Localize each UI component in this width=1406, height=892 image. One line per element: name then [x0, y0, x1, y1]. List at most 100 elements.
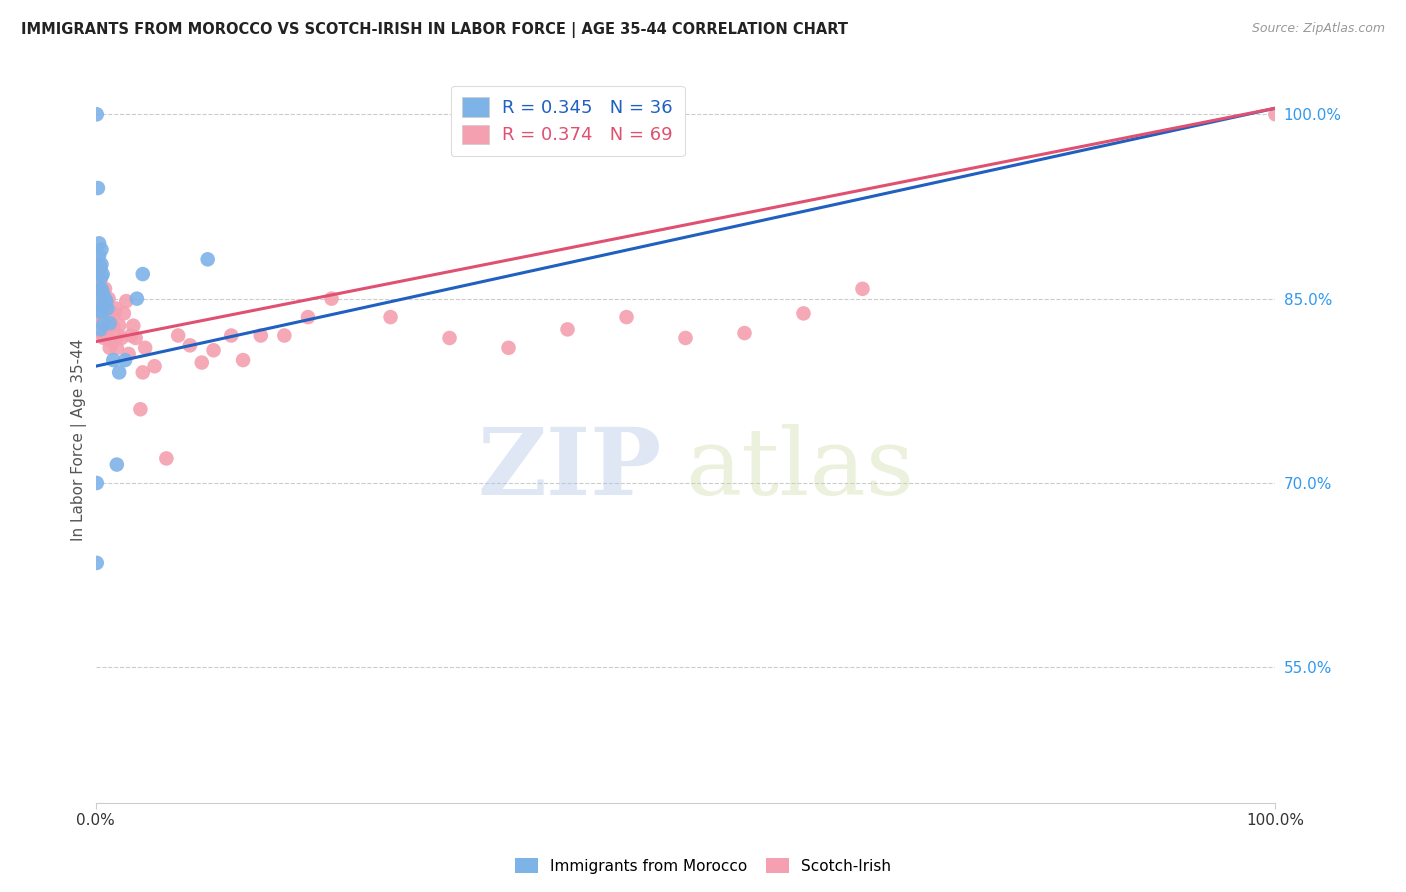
Point: [191, 355, 214, 369]
Point: [115, 294, 138, 309]
Point: [93, 301, 115, 316]
Point: [86, 292, 108, 306]
Point: [122, 318, 145, 333]
Point: [90, 298, 112, 312]
Legend: Immigrants from Morocco, Scotch-Irish: Immigrants from Morocco, Scotch-Irish: [509, 852, 897, 880]
Point: [93, 298, 115, 312]
Point: [1264, 107, 1286, 121]
Point: [219, 328, 242, 343]
Point: [108, 365, 131, 379]
Point: [93, 331, 115, 345]
Point: [202, 343, 225, 358]
Text: IMMIGRANTS FROM MOROCCO VS SCOTCH-IRISH IN LABOR FORCE | AGE 35-44 CORRELATION C: IMMIGRANTS FROM MOROCCO VS SCOTCH-IRISH …: [21, 22, 848, 38]
Point: [91, 304, 114, 318]
Point: [94, 306, 117, 320]
Point: [107, 328, 129, 343]
Point: [87, 249, 110, 263]
Point: [90, 269, 112, 284]
Point: [100, 316, 122, 330]
Point: [87, 267, 110, 281]
Point: [96, 310, 118, 324]
Point: [321, 292, 343, 306]
Point: [87, 181, 110, 195]
Point: [108, 318, 131, 333]
Point: [98, 341, 121, 355]
Point: [91, 267, 114, 281]
Point: [439, 331, 461, 345]
Point: [97, 292, 120, 306]
Point: [91, 310, 114, 324]
Point: [87, 282, 110, 296]
Point: [273, 328, 295, 343]
Point: [103, 306, 125, 320]
Point: [675, 331, 697, 345]
Point: [155, 451, 177, 466]
Point: [96, 294, 118, 309]
Point: [96, 326, 118, 340]
Point: [94, 282, 117, 296]
Point: [89, 285, 111, 300]
Point: [557, 322, 579, 336]
Point: [104, 301, 127, 316]
Point: [101, 334, 124, 349]
Point: [94, 328, 117, 343]
Point: [120, 328, 142, 343]
Point: [96, 304, 118, 318]
Y-axis label: In Labor Force | Age 35-44: In Labor Force | Age 35-44: [72, 339, 87, 541]
Point: [93, 316, 115, 330]
Point: [93, 316, 115, 330]
Point: [96, 294, 118, 309]
Point: [87, 301, 110, 316]
Point: [98, 316, 121, 330]
Text: ZIP: ZIP: [478, 424, 662, 514]
Point: [129, 402, 152, 417]
Point: [87, 304, 110, 318]
Point: [96, 301, 118, 316]
Point: [86, 107, 108, 121]
Point: [89, 267, 111, 281]
Point: [167, 328, 190, 343]
Point: [90, 282, 112, 296]
Point: [851, 282, 873, 296]
Point: [87, 267, 110, 281]
Point: [90, 282, 112, 296]
Point: [125, 331, 148, 345]
Point: [125, 292, 148, 306]
Point: [86, 556, 108, 570]
Point: [87, 257, 110, 271]
Point: [90, 243, 112, 257]
Point: [89, 282, 111, 296]
Point: [86, 475, 108, 490]
Point: [112, 306, 135, 320]
Point: [94, 292, 117, 306]
Point: [89, 322, 111, 336]
Text: atlas: atlas: [686, 424, 915, 514]
Point: [87, 236, 110, 251]
Point: [105, 341, 128, 355]
Point: [117, 347, 139, 361]
Point: [89, 304, 111, 318]
Point: [87, 267, 110, 281]
Point: [91, 285, 114, 300]
Point: [114, 353, 136, 368]
Point: [143, 359, 166, 374]
Point: [792, 306, 814, 320]
Point: [179, 338, 201, 352]
Point: [734, 326, 756, 340]
Point: [103, 318, 125, 333]
Point: [134, 341, 156, 355]
Legend: R = 0.345   N = 36, R = 0.374   N = 69: R = 0.345 N = 36, R = 0.374 N = 69: [450, 86, 685, 156]
Point: [87, 285, 110, 300]
Point: [89, 260, 111, 275]
Point: [105, 458, 128, 472]
Point: [380, 310, 402, 324]
Point: [132, 267, 155, 281]
Point: [498, 341, 520, 355]
Point: [89, 273, 111, 287]
Point: [98, 310, 121, 324]
Text: Source: ZipAtlas.com: Source: ZipAtlas.com: [1251, 22, 1385, 36]
Point: [89, 260, 111, 275]
Point: [90, 257, 112, 271]
Point: [90, 316, 112, 330]
Point: [249, 328, 271, 343]
